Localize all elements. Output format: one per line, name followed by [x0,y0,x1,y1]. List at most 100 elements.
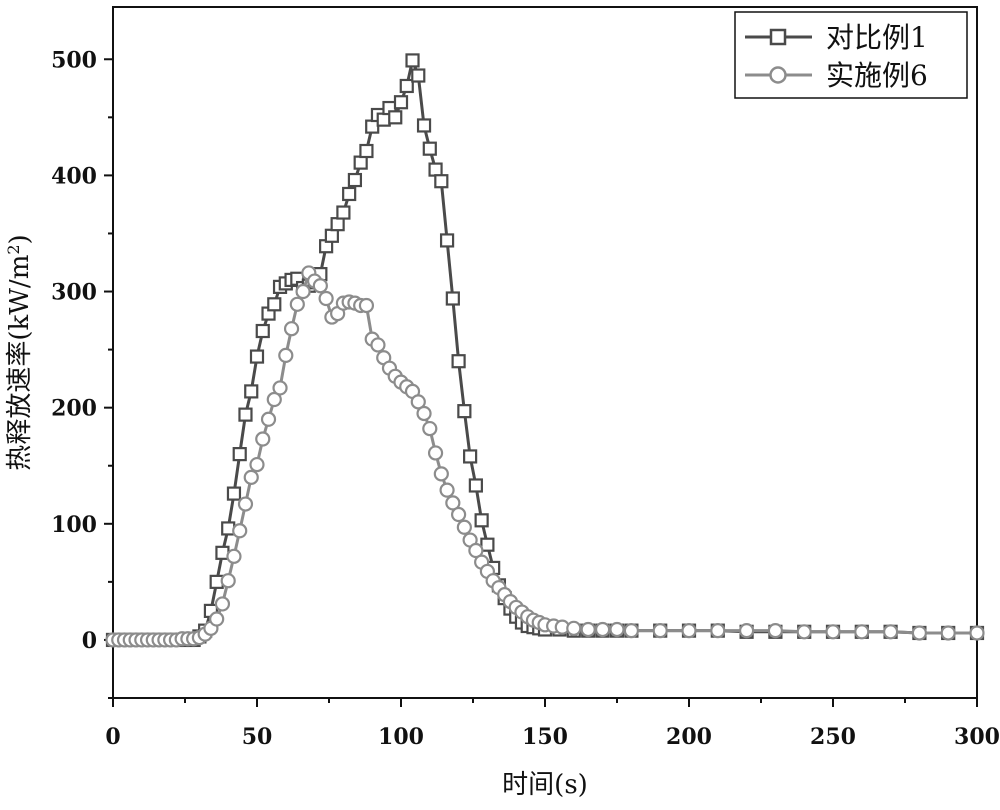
data-point [652,623,668,639]
data-point [427,445,444,461]
y-tick-label: 300 [51,280,97,306]
legend-item: 对比例1 [745,21,928,54]
data-point [232,447,247,462]
legend-item: 实施例6 [745,59,928,92]
data-point [911,625,928,641]
data-point [289,296,305,312]
data-point [266,391,282,408]
data-point [359,143,374,159]
data-point [244,384,259,399]
data-point [342,186,357,202]
data-point [767,623,784,639]
data-point [318,290,334,307]
data-point [365,119,380,134]
data-point [854,624,870,640]
data-point [324,228,339,243]
data-point [416,118,432,133]
y-axis-title-close: ) [5,234,35,244]
x-tick-label: 250 [810,724,856,750]
data-point [433,466,449,482]
data-point [249,456,265,473]
data-point [255,431,271,447]
legend-marker [769,66,787,84]
data-point [796,624,812,640]
data-point [336,205,351,220]
y-tick-label: 400 [51,163,97,189]
data-point [411,68,426,83]
data-point [410,394,426,410]
data-point [940,625,956,641]
data-point [370,337,386,353]
legend-marker [769,28,787,46]
data-point [238,407,253,422]
data-point [226,486,242,501]
y-axis-title: 热释放速率(kW/m2) [4,234,36,470]
data-point [295,283,311,300]
data-point [393,95,409,110]
data-point [451,506,467,523]
x-tick-label: 100 [378,724,424,750]
x-tick-label: 150 [522,724,568,750]
data-point [609,621,625,638]
data-point [439,233,455,248]
data-point [422,141,437,156]
data-point [468,478,483,493]
data-point [376,112,391,127]
series-layer [105,53,985,648]
legend-box [734,11,968,99]
legend: 对比例1 实施例6 [734,11,968,99]
data-point [267,297,282,312]
data-point [255,323,270,339]
data-point [388,110,403,125]
data-point [580,621,596,638]
data-point [272,380,288,396]
data-point [468,542,484,559]
data-point [457,404,472,419]
data-point [439,482,455,498]
data-point [623,623,640,639]
data-point [278,347,294,364]
legend-label: 对比例1 [826,21,928,54]
legend-label: 实施例6 [826,59,928,92]
data-point [738,623,755,639]
y-tick-label: 200 [51,396,97,422]
data-point [474,513,489,528]
data-point [422,420,438,437]
data-point [312,278,328,294]
data-point [480,537,495,552]
data-point [226,548,242,564]
data-point [209,611,225,627]
data-point [594,621,611,638]
data-point [882,624,899,640]
y-tick-label: 0 [82,628,97,654]
y-axis-title-main: 热释放速率(kW/m [5,255,35,471]
data-point [283,321,300,337]
plot-frame [112,6,978,699]
series-2 [105,265,985,648]
x-tick-label: 300 [954,724,1000,750]
data-point [451,354,466,369]
data-point [566,620,582,636]
data-point [353,155,368,170]
data-point [220,573,236,589]
data-point [243,469,259,485]
data-point [825,624,841,640]
data-point [681,623,697,639]
data-point [260,411,277,427]
x-tick-label: 50 [242,724,273,750]
data-point [330,217,345,232]
x-tick-label: 0 [105,724,120,750]
y-tick-label: 100 [51,512,97,538]
series-line [113,55,977,642]
data-point [399,78,414,94]
data-point [710,623,726,639]
data-point [456,519,472,535]
data-point [358,297,375,314]
y-axis-title-superscript: 2 [4,244,23,254]
data-point [214,596,231,612]
axes-layer: 0 50 100 150 200 250 300 0 100 200 300 400 500 [51,6,1000,750]
x-axis-title: 时间(s) [502,770,588,800]
data-point [249,349,265,364]
